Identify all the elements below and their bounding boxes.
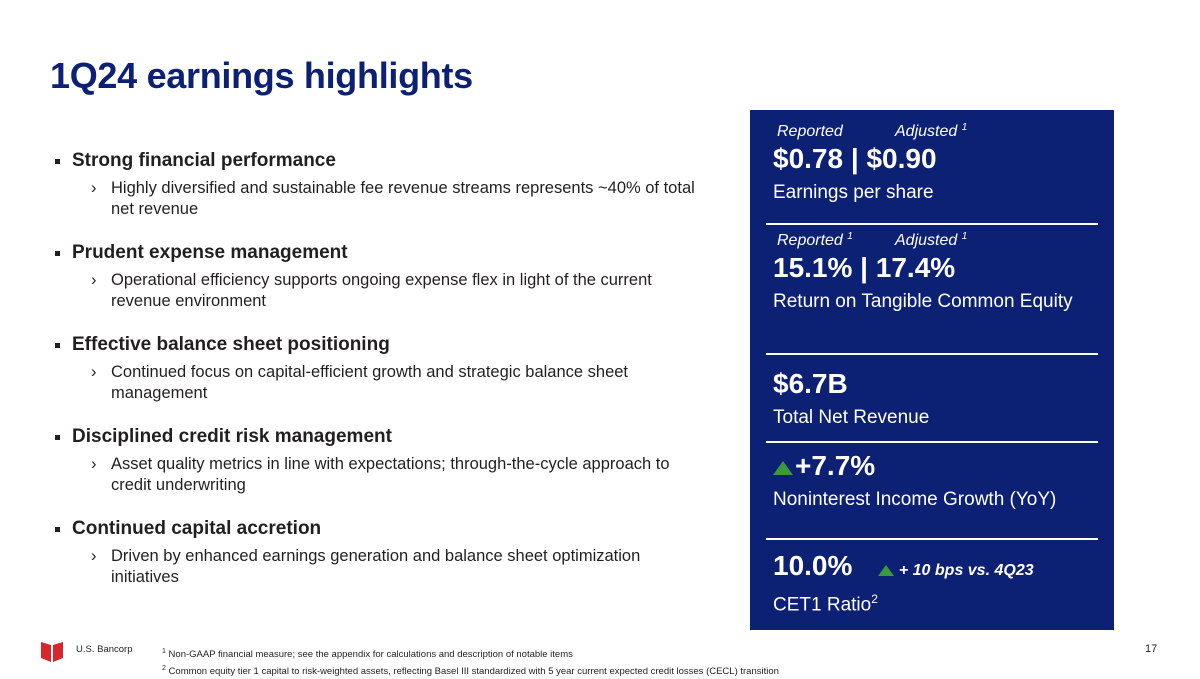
highlight-heading: Continued capital accretion (72, 518, 322, 539)
metrics-panel: Reported Adjusted 1 $0.78 | $0.90 Earning… (750, 110, 1114, 630)
page-title: 1Q24 earnings highlights (50, 55, 473, 96)
highlight-heading: Prudent expense management (72, 242, 348, 263)
page-number: 17 (1145, 643, 1158, 655)
chevron-right-icon: › (91, 363, 97, 381)
rotce-metric: Reported 1 Adjusted 1 15.1% | 17.4% Retur… (773, 231, 1098, 313)
highlight-detail: Highly diversified and sustainable fee r… (111, 179, 695, 218)
highlight-item: Disciplined credit risk management › Asse… (55, 426, 705, 496)
rotce-description: Return on Tangible Common Equity (773, 291, 1073, 313)
divider (766, 441, 1098, 443)
square-bullet-icon (55, 342, 60, 348)
divider (766, 223, 1098, 225)
noninterest-growth-metric: +7.7% Noninterest Income Growth (YoY) (773, 448, 1098, 511)
footnotes: 1 Non-GAAP financial measure; see the ap… (162, 645, 779, 679)
highlight-detail: Driven by enhanced earnings generation a… (111, 547, 641, 586)
highlight-detail: Continued focus on capital-efficient gro… (111, 363, 629, 402)
cet1-value: 10.0% (773, 550, 853, 581)
adjusted-label: Adjusted 1 (895, 122, 968, 141)
eps-metric: Reported Adjusted 1 $0.78 | $0.90 Earning… (773, 122, 1098, 204)
chevron-right-icon: › (91, 179, 97, 197)
square-bullet-icon (55, 158, 60, 164)
footnote: 2 Common equity tier 1 capital to risk-w… (162, 665, 779, 678)
adjusted-label: Adjusted 1 (895, 231, 968, 250)
eps-description: Earnings per share (773, 182, 934, 204)
cet1-description: CET1 Ratio2 (773, 592, 878, 616)
rotce-value: 15.1% | 17.4% (773, 252, 956, 284)
growth-value: +7.7% (795, 450, 876, 481)
reported-label: Reported (777, 123, 843, 141)
highlight-heading: Disciplined credit risk management (72, 426, 392, 447)
revenue-description: Total Net Revenue (773, 407, 930, 428)
eps-value: $0.78 | $0.90 (773, 143, 937, 175)
cet1-metric: 10.0% + 10 bps vs. 4Q23 CET1 Ratio2 (773, 548, 1098, 616)
square-bullet-icon (55, 434, 60, 440)
chevron-right-icon: › (91, 547, 97, 565)
highlight-detail: Asset quality metrics in line with expec… (111, 455, 670, 494)
divider (766, 353, 1098, 355)
up-triangle-icon (878, 565, 895, 577)
revenue-value: $6.7B (773, 368, 848, 399)
highlights-list: Strong financial performance › Highly div… (55, 150, 705, 610)
highlight-heading: Effective balance sheet positioning (72, 334, 390, 355)
shield-logo-icon (41, 642, 63, 662)
up-triangle-icon (773, 460, 793, 475)
highlight-item: Continued capital accretion › Driven by e… (55, 518, 705, 588)
highlight-item: Effective balance sheet positioning › Con… (55, 334, 705, 404)
cet1-delta: + 10 bps vs. 4Q23 (898, 562, 1034, 579)
divider (766, 538, 1098, 540)
square-bullet-icon (55, 526, 60, 532)
growth-description: Noninterest Income Growth (YoY) (773, 489, 1057, 510)
chevron-right-icon: › (91, 271, 97, 289)
square-bullet-icon (55, 250, 60, 256)
highlight-item: Prudent expense management › Operational … (55, 242, 705, 312)
highlight-item: Strong financial performance › Highly div… (55, 150, 705, 220)
highlight-detail: Operational efficiency supports ongoing … (111, 271, 652, 310)
revenue-metric: $6.7B Total Net Revenue (773, 366, 1098, 429)
footnote: 1 Non-GAAP financial measure; see the ap… (162, 648, 573, 661)
reported-label: Reported 1 (777, 231, 853, 250)
chevron-right-icon: › (91, 455, 97, 473)
highlight-heading: Strong financial performance (72, 150, 336, 171)
brand-name: U.S. Bancorp (76, 644, 133, 655)
